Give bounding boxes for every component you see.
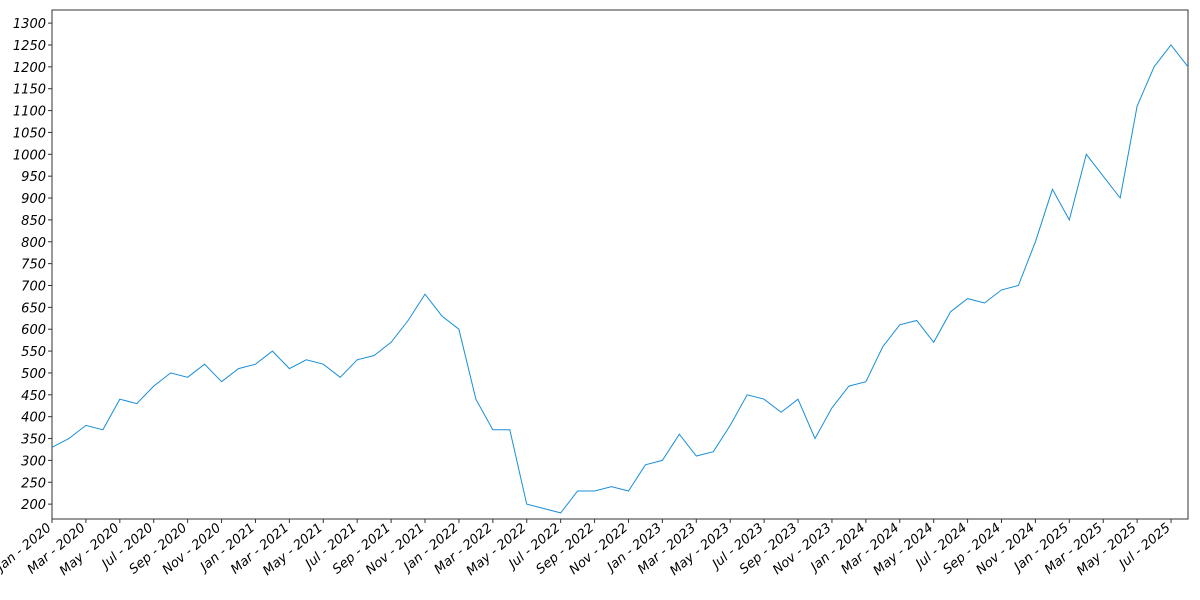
y-tick-label: 950 [21,170,46,185]
y-tick-label: 1100 [13,105,46,120]
y-tick-label: 750 [21,258,46,273]
plot-frame [51,9,1189,520]
y-tick-label: 1150 [13,83,46,98]
y-tick-label: 1200 [13,61,46,76]
y-tick-label: 550 [21,345,46,360]
y-tick-label: 500 [21,367,46,382]
y-tick-label: 1050 [13,126,46,141]
y-tick-label: 700 [21,279,46,294]
y-tick-label: 800 [21,236,46,251]
y-tick-label: 600 [21,323,46,338]
y-tick-label: 650 [21,301,46,316]
y-tick-label: 350 [21,433,46,448]
price-line [51,44,1189,514]
y-tick-label: 200 [21,498,46,513]
y-tick-label: 900 [21,192,46,207]
y-tick-label: 1250 [13,39,46,54]
y-tick-label: 400 [21,411,46,426]
y-tick-label: 1300 [13,17,46,32]
y-tick-label: 250 [21,476,46,491]
y-tick-label: 1000 [13,148,46,163]
y-tick-label: 300 [21,454,46,469]
y-tick-label: 850 [21,214,46,229]
y-tick-label: 450 [21,389,46,404]
